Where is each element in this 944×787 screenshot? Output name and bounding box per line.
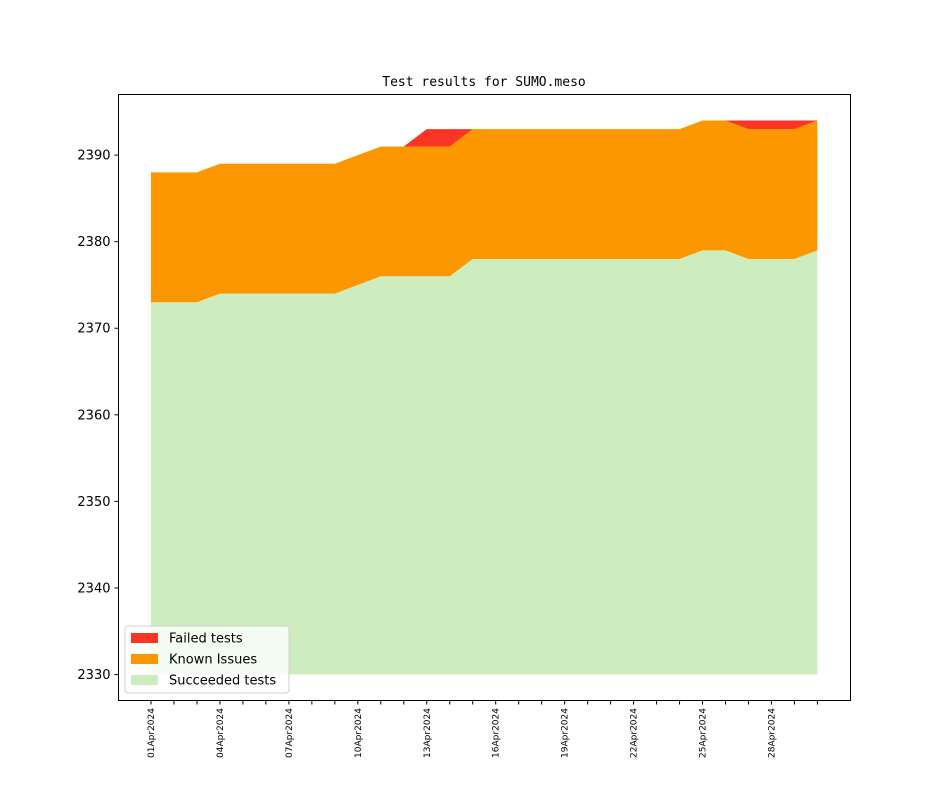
y-tick-label: 2330 [77,668,110,683]
x-tick-label: 07Apr2024 [285,708,295,758]
area-series-group [151,120,818,675]
x-tick-label: 16Apr2024 [492,708,502,758]
legend-label: Failed tests [169,632,243,647]
area-succeeded-tests [151,250,818,675]
y-tick-label: 2390 [77,149,110,164]
legend-box [124,625,290,694]
y-tick-label: 2360 [77,408,110,423]
area-known-issues [151,120,818,303]
chart-title: Test results for SUMO.meso [382,75,586,90]
legend: Failed tests Known Issues Succeeded tests [124,625,290,694]
y-tick-label: 2340 [77,581,110,596]
legend-swatch [131,654,158,664]
legend-label: Known Issues [169,653,257,668]
x-tick-label: 04Apr2024 [216,708,226,758]
y-axis: 2330 2340 2350 2360 2370 2380 2390 [77,149,119,683]
x-tick-label: 13Apr2024 [423,708,433,758]
legend-label: Succeeded tests [169,674,276,689]
x-tick-label: 01Apr2024 [147,708,157,758]
y-tick-label: 2380 [77,235,110,250]
x-tick-label: 28Apr2024 [767,708,777,758]
legend-swatch [131,675,158,685]
x-tick-label: 22Apr2024 [630,708,640,758]
y-tick-label: 2370 [77,322,110,337]
x-axis: 01Apr2024 04Apr2024 07Apr2024 10Apr2024 13Ap… [147,700,818,758]
area-failed-tests [151,120,818,173]
y-tick-label: 2350 [77,495,110,510]
x-tick-label: 19Apr2024 [561,708,571,758]
x-tick-label: 10Apr2024 [354,708,364,758]
legend-swatch [131,633,158,643]
plot-frame [118,94,851,701]
x-tick-label: 25Apr2024 [699,708,709,758]
